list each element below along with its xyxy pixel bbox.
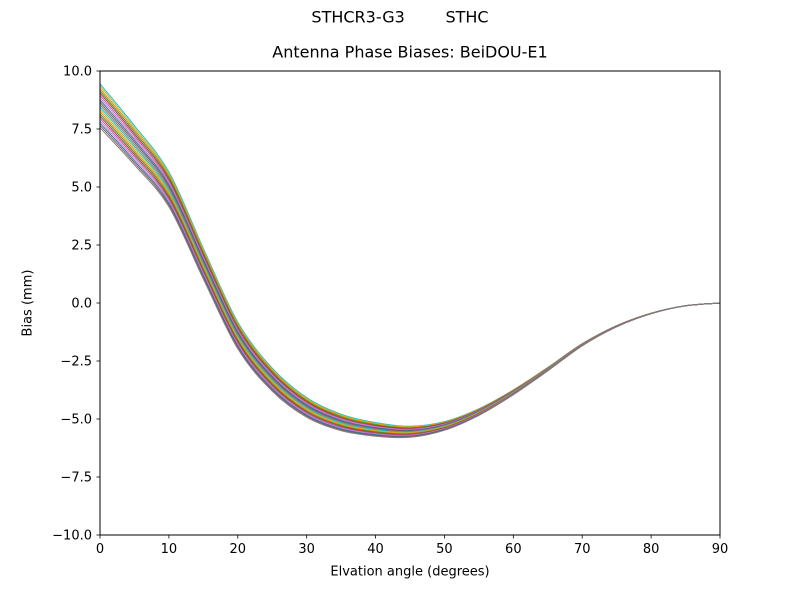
chart-title: Antenna Phase Biases: BeiDOU-E1	[272, 42, 548, 62]
x-tick-label: 40	[367, 542, 384, 557]
figure-suptitle: STHCR3-G3 STHC	[311, 7, 489, 27]
series-line-3	[99, 87, 721, 428]
series-line-4	[99, 90, 721, 429]
series-line-5	[99, 92, 721, 430]
x-tick-label: 30	[298, 542, 315, 557]
series-line-16	[99, 118, 721, 436]
series-line-20	[99, 127, 721, 439]
x-tick-label: 0	[96, 542, 104, 557]
plot-area-border	[99, 70, 721, 536]
y-axis-label: Bias (mm)	[20, 269, 36, 337]
series-line-14	[99, 113, 721, 435]
x-tick-label: 60	[505, 542, 522, 557]
series-line-7	[99, 97, 721, 431]
series-line-8	[99, 99, 721, 431]
series-line-18	[99, 122, 721, 437]
x-tick-label: 20	[230, 542, 247, 557]
series-line-17	[99, 120, 721, 437]
x-tick-label: 70	[574, 542, 591, 557]
series-line-10	[99, 104, 721, 433]
series-line-13	[99, 111, 721, 434]
series-line-9	[99, 101, 721, 432]
y-tick-label: −2.5	[60, 355, 92, 370]
x-axis-label: Elvation angle (degrees)	[330, 564, 490, 580]
y-tick-label: 7.5	[71, 123, 92, 138]
series-line-6	[99, 94, 721, 430]
y-tick-label: −10.0	[52, 529, 92, 544]
x-tick-label: 10	[161, 542, 178, 557]
x-tick-label: 90	[712, 542, 729, 557]
series-line-11	[99, 106, 721, 433]
y-tick-label: −7.5	[60, 471, 92, 486]
y-tick-label: 2.5	[71, 239, 92, 254]
y-tick-label: 0.0	[71, 297, 92, 312]
x-tick-label: 80	[643, 542, 660, 557]
series-line-15	[99, 115, 721, 436]
y-tick-label: 5.0	[71, 181, 92, 196]
series-line-12	[99, 108, 721, 434]
series-line-19	[99, 125, 721, 438]
x-tick-label: 50	[436, 542, 453, 557]
y-tick-label: 10.0	[63, 65, 92, 80]
y-tick-label: −5.0	[60, 413, 92, 428]
